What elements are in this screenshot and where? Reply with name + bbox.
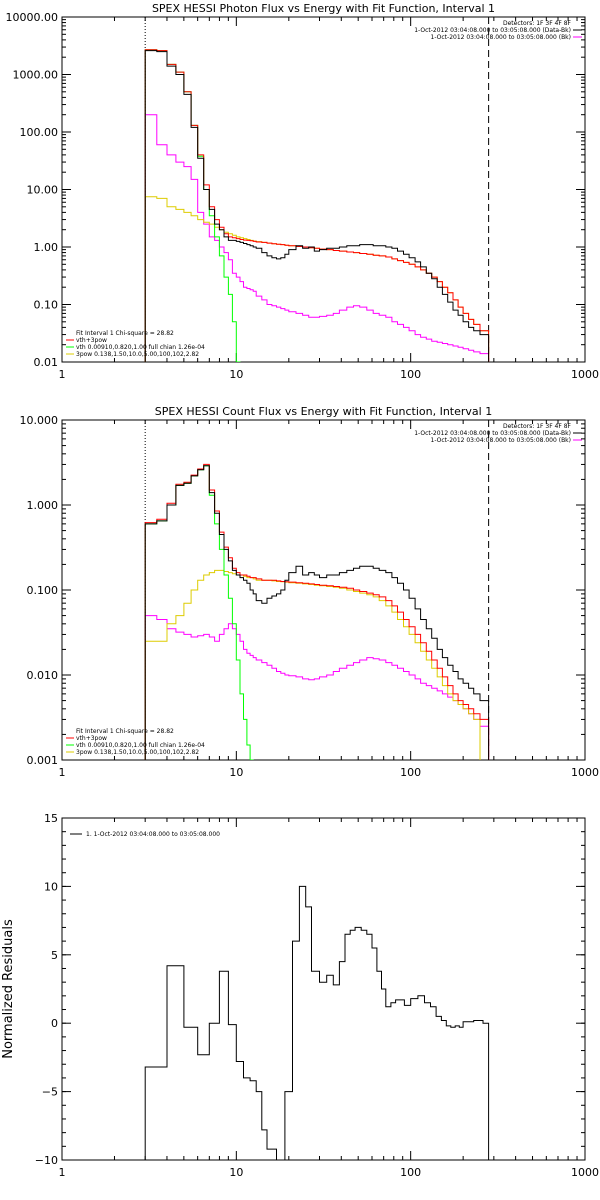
legend-entry: Fit Interval 1 Chi-square = 28.82 xyxy=(76,330,174,337)
x-tick-label: 10 xyxy=(229,368,243,381)
y-tick-label: 10 xyxy=(44,880,58,893)
header-text-line: Detectors: 1F 3F 4F 8F xyxy=(503,20,572,27)
legend-entry: vth+3pow xyxy=(76,337,107,344)
x-axis-ticks: 1 10 100 1000 xyxy=(59,17,599,381)
x-tick-label: 10 xyxy=(229,766,243,779)
legend-entry: vth+3pow xyxy=(76,735,107,742)
y-tick-label: 5 xyxy=(51,949,58,962)
legend-entry: 1. 1-Oct-2012 03:04:08.000 to 03:05:08.0… xyxy=(86,831,220,838)
y-tick-label: 0.01 xyxy=(34,356,59,369)
header-text-line: 1-Oct-2012 03:04:08.000 to 03:05:08.000 … xyxy=(414,27,571,34)
y-tick-label: 0.100 xyxy=(27,584,59,597)
header-text-line: Detectors: 1F 3F 4F 8F xyxy=(503,423,572,430)
x-tick-label: 1000 xyxy=(571,1166,599,1179)
plot-area xyxy=(144,885,490,1160)
y-tick-label: −5 xyxy=(42,1086,58,1099)
x-tick-label: 1 xyxy=(59,766,66,779)
y-tick-label: 10.00 xyxy=(27,184,59,197)
x-tick-label: 1 xyxy=(59,1166,66,1179)
y-tick-label: 1.00 xyxy=(34,241,59,254)
plot-area xyxy=(144,463,490,760)
x-tick-label: 1000 xyxy=(571,766,599,779)
series-line-data-bk xyxy=(144,50,490,362)
series-line-residuals xyxy=(144,885,490,1160)
plot-frame xyxy=(61,16,586,363)
y-axis-label: Normalized Residuals xyxy=(1,919,16,1059)
x-tick-label: 1000 xyxy=(571,368,599,381)
y-axis-ticks: 0.01 0.10 1.00 10.00 100.00 1000.00 10000.00 xyxy=(6,11,585,369)
header-text-line: 1-Oct-2012 03:04:08.000 to 03:05:08.000 … xyxy=(431,437,572,444)
series-line-vth-3pow xyxy=(144,463,490,760)
y-tick-label: 15 xyxy=(44,812,58,825)
y-tick-label: 100.00 xyxy=(20,126,59,139)
x-tick-label: 100 xyxy=(400,1166,421,1179)
plot-frame xyxy=(61,817,586,1161)
chart-title: SPEX HESSI Count Flux vs Energy with Fit… xyxy=(155,405,492,418)
series-line-data-bk xyxy=(144,465,490,760)
x-axis-ticks: 1 10 100 1000 xyxy=(59,818,599,1179)
series-line-bk xyxy=(144,615,490,760)
legend-entry: 3pow 0.138,1.50,10.0,5.00,100,102,2.82 xyxy=(76,749,199,756)
y-tick-label: 0 xyxy=(51,1017,58,1030)
plot-area xyxy=(144,49,490,362)
y-tick-label: 0.10 xyxy=(34,299,59,312)
chart-title: SPEX HESSI Photon Flux vs Energy with Fi… xyxy=(152,2,495,15)
legend-entry: vth 0.00910,0.820,1.00 full chian 1.26e-… xyxy=(76,344,205,351)
y-axis-ticks: 0.001 0.010 0.100 1.000 10.000 xyxy=(20,414,585,767)
count-flux-panel: SPEX HESSI Count Flux vs Energy with Fit… xyxy=(20,405,600,779)
y-axis-ticks: −10 −5 0 5 10 15 xyxy=(35,812,585,1167)
x-tick-label: 1 xyxy=(59,368,66,381)
y-tick-label: 1.000 xyxy=(27,499,59,512)
x-tick-label: 100 xyxy=(400,368,421,381)
legend-entry: Fit Interval 1 Chi-square = 28.82 xyxy=(76,728,174,735)
residuals-panel: 1 10 100 1000 −10 −5 0 5 10 15 Normalized Residual… xyxy=(1,812,599,1179)
y-tick-label: 0.001 xyxy=(27,754,59,767)
legend-entry: 3pow 0.138,1.50,10.0,5.00,100,102,2.82 xyxy=(76,351,199,358)
y-tick-label: 0.010 xyxy=(27,669,59,682)
y-tick-label: 10.000 xyxy=(20,414,59,427)
plot-frame xyxy=(61,419,586,761)
photon-flux-panel: SPEX HESSI Photon Flux vs Energy with Fi… xyxy=(6,2,600,381)
x-axis-ticks: 1 10 100 1000 xyxy=(59,420,599,779)
y-tick-label: −10 xyxy=(35,1154,58,1167)
x-tick-label: 10 xyxy=(229,1166,243,1179)
header-text-line: 1-Oct-2012 03:04:08.000 to 03:05:08.000 … xyxy=(414,430,571,437)
y-tick-label: 1000.00 xyxy=(13,69,59,82)
legend-entry: vth 0.00910,0.820,1.00 full chian 1.26e-… xyxy=(76,742,205,749)
y-tick-label: 10000.00 xyxy=(6,11,59,24)
header-text-line: 1-Oct-2012 03:04:08.000 to 03:05:08.000 … xyxy=(431,34,572,41)
x-tick-label: 100 xyxy=(400,766,421,779)
